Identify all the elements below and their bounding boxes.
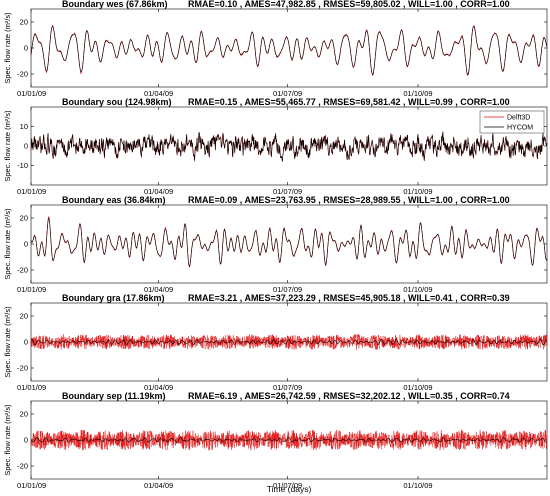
y-tick-label: 0 <box>24 142 28 151</box>
panel-5: 20 0 -20 01/01/09 01/04/09 01/07/09 01/10/09 Bo… <box>3 391 548 490</box>
series-hycom-line <box>30 217 548 268</box>
y-tick-label: 20 <box>20 410 28 419</box>
x-tick-label: 01/07/09 <box>273 383 302 392</box>
y-tick-label: 0 <box>24 44 28 53</box>
x-tick-label: 01/01/09 <box>17 187 46 196</box>
y-tick-label: -20 <box>17 364 28 373</box>
x-tick-label: 01/10/09 <box>403 383 432 392</box>
y-tick-label: -20 <box>17 266 28 275</box>
y-tick-label: 20 <box>20 18 28 27</box>
panel-3: 20 0 -20 01/01/09 01/04/09 01/07/09 01/10/09 Bo… <box>3 195 548 294</box>
x-tick-label: 01/07/09 <box>273 89 302 98</box>
x-tick-label: 01/04/09 <box>144 187 173 196</box>
panel-title: Boundary sou (124.98km) <box>62 97 172 107</box>
panel-2: 10 0 -10 01/01/09 01/04/09 01/07/09 01/10/09 Bo… <box>3 97 548 196</box>
panel-title: Boundary gra (17.86km) <box>62 293 165 303</box>
axes-frame <box>30 8 548 88</box>
series-delft3d-line <box>30 333 548 350</box>
panel-stats: RMAE=6.19 , AMES=26,742.59 , RMSES=32,20… <box>188 391 510 401</box>
x-tick-label: 01/10/09 <box>403 285 432 294</box>
x-tick-label: 01/01/09 <box>17 481 46 490</box>
series-hycom-line <box>30 437 548 443</box>
panel-title: Boundary wes (67.86km) <box>62 0 168 9</box>
y-axis-label: Spec. flow rate (m²/s) <box>3 110 12 182</box>
panel-1: 20 0 -20 01/01/09 01/04/09 01/07/09 01/10/09 Bo… <box>3 0 548 98</box>
panel-4: 20 0 -20 01/01/09 01/04/09 01/07/09 01/10/09 Bo… <box>3 293 548 392</box>
x-tick-label: 01/07/09 <box>273 187 302 196</box>
x-tick-label: 01/07/09 <box>273 481 302 490</box>
panel-stats: RMAE=0.10 , AMES=47,982.85 , RMSES=59,80… <box>188 0 510 9</box>
x-tick-label: 01/10/09 <box>403 481 432 490</box>
panel-title: Boundary sep (11.19km) <box>62 391 166 401</box>
y-axis-label: Spec. flow rate (m²/s) <box>3 208 12 280</box>
x-tick-label: 01/10/09 <box>403 89 432 98</box>
legend: Delft3D HYCOM <box>479 110 545 134</box>
series-hycom-line <box>30 25 548 76</box>
x-tick-label: 01/04/09 <box>144 383 173 392</box>
series-delft3d-line <box>30 429 548 451</box>
y-axis-label: Spec. flow rate (m²/s) <box>3 306 12 378</box>
y-axis-label: Spec. flow rate (m²/s) <box>3 12 12 84</box>
y-tick-label: -20 <box>17 462 28 471</box>
y-tick-label: 0 <box>24 338 28 347</box>
y-tick-label: 20 <box>20 214 28 223</box>
panel-title: Boundary eas (36.84km) <box>62 195 166 205</box>
x-tick-label: 01/04/09 <box>144 89 173 98</box>
legend-box <box>479 110 545 134</box>
series-hycom-line <box>30 131 548 162</box>
series-hycom-line <box>30 338 548 346</box>
panel-stats: RMAE=3.21 , AMES=37,223.29 , RMSES=45,90… <box>188 293 510 303</box>
x-tick-label: 01/04/09 <box>144 481 173 490</box>
x-tick-label: 01/01/09 <box>17 285 46 294</box>
series-delft3d-line <box>30 216 548 268</box>
legend-label-delft3d: Delft3D <box>507 115 530 122</box>
y-tick-label: 0 <box>24 436 28 445</box>
series-delft3d-line <box>30 24 548 76</box>
y-axis-label: Spec. flow rate (m²/s) <box>3 404 12 476</box>
panel-stats: RMAE=0.15 , AMES=55,465.77 , RMSES=69,58… <box>188 97 510 107</box>
y-tick-label: 20 <box>20 312 28 321</box>
x-tick-label: 01/01/09 <box>17 383 46 392</box>
legend-label-hycom: HYCOM <box>507 125 533 132</box>
x-axis-label: Time (days) <box>267 484 312 494</box>
y-tick-label: 10 <box>20 122 28 131</box>
panel-stats: RMAE=0.09 , AMES=23,763.95 , RMSES=28,98… <box>188 195 510 205</box>
x-tick-label: 01/07/09 <box>273 285 302 294</box>
x-tick-label: 01/04/09 <box>144 285 173 294</box>
y-tick-label: -10 <box>17 161 28 170</box>
axes-frame <box>30 204 548 284</box>
x-tick-label: 01/01/09 <box>17 89 46 98</box>
y-tick-label: -20 <box>17 70 28 79</box>
y-tick-label: 0 <box>24 240 28 249</box>
x-tick-label: 01/10/09 <box>403 187 432 196</box>
